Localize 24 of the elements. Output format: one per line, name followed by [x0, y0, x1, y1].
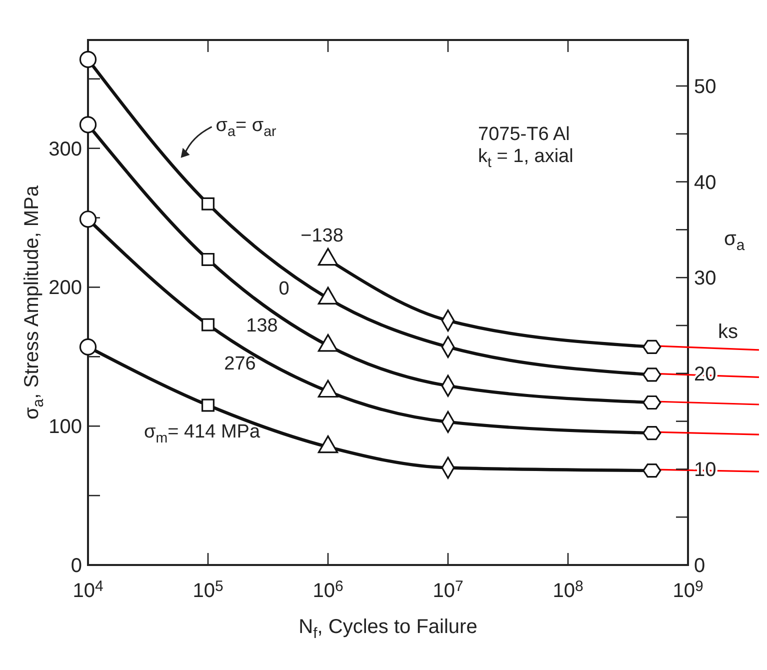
annotation: k$_{t}$ = 1, axial: [478, 146, 574, 171]
series-label: −138: [300, 225, 344, 246]
y2-tick-label: 40: [694, 172, 716, 194]
text: σ$_{a}$ ks: [718, 228, 745, 343]
series-label: 276: [224, 353, 256, 374]
x-tick-label: 10$^{9}$: [672, 578, 704, 602]
y2-tick-label: 0: [694, 555, 706, 577]
y-tick-label: 0: [70, 555, 82, 577]
x-tick-label: 10$^{4}$: [72, 578, 104, 602]
y2-tick-label: 50: [694, 76, 716, 98]
x-tick-label: 10$^{6}$: [312, 578, 344, 602]
x-tick-label: 10$^{8}$: [552, 578, 584, 602]
y-tick-label: 100: [48, 416, 82, 438]
x-tick-label: 10$^{7}$: [432, 578, 464, 602]
x-tick-label: 10$^{5}$: [192, 578, 224, 602]
y-tick-label: 300: [48, 138, 82, 160]
y-tick-label: 200: [48, 277, 82, 300]
series-label: 138: [246, 316, 278, 337]
series-label: 0: [278, 278, 290, 300]
x-axis-title: N$_{f}$, Cycles to Failure: [298, 616, 478, 642]
series-label: σ$_{m}$= 414 MPa: [144, 421, 260, 446]
annotation: 7075-T6 Al: [478, 124, 570, 145]
annotation: σ$_{a}$= σ$_{ar}$: [216, 114, 276, 140]
y2-tick-label: 30: [694, 268, 716, 290]
